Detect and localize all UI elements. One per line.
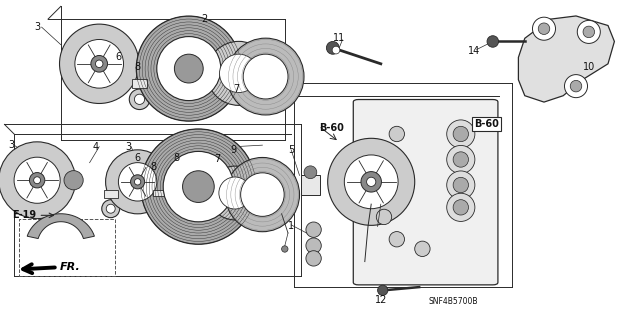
Ellipse shape <box>570 80 582 92</box>
Ellipse shape <box>95 60 103 68</box>
Text: 11: 11 <box>333 33 346 43</box>
Ellipse shape <box>136 16 241 121</box>
Ellipse shape <box>367 177 376 186</box>
Ellipse shape <box>243 54 288 99</box>
Bar <box>153 190 164 196</box>
Ellipse shape <box>220 54 258 93</box>
Polygon shape <box>27 214 95 239</box>
Ellipse shape <box>34 177 40 184</box>
Ellipse shape <box>332 46 340 54</box>
Ellipse shape <box>102 200 120 218</box>
Ellipse shape <box>91 56 108 72</box>
Text: B-60: B-60 <box>319 122 344 133</box>
Ellipse shape <box>415 241 430 256</box>
Text: 7: 7 <box>234 84 240 94</box>
Ellipse shape <box>376 209 392 225</box>
Text: 4: 4 <box>93 142 99 152</box>
Text: 2: 2 <box>202 14 208 24</box>
Ellipse shape <box>14 157 60 203</box>
Ellipse shape <box>453 126 468 142</box>
Bar <box>132 79 147 88</box>
Ellipse shape <box>389 126 404 142</box>
Text: 5: 5 <box>288 145 294 155</box>
Ellipse shape <box>208 166 262 220</box>
Ellipse shape <box>389 232 404 247</box>
Ellipse shape <box>106 150 170 214</box>
Text: 8: 8 <box>150 162 157 173</box>
Ellipse shape <box>227 38 304 115</box>
Ellipse shape <box>219 177 251 209</box>
Ellipse shape <box>306 238 321 253</box>
Text: 14: 14 <box>467 46 480 56</box>
Polygon shape <box>518 16 614 102</box>
Ellipse shape <box>182 171 214 203</box>
Text: 10: 10 <box>582 62 595 72</box>
Text: FR.: FR. <box>60 262 80 272</box>
Ellipse shape <box>75 40 124 88</box>
Ellipse shape <box>157 37 221 100</box>
Ellipse shape <box>131 175 145 189</box>
Ellipse shape <box>174 54 204 83</box>
Ellipse shape <box>129 89 150 109</box>
Ellipse shape <box>538 23 550 34</box>
Ellipse shape <box>577 20 600 43</box>
Ellipse shape <box>207 41 271 105</box>
Ellipse shape <box>447 193 475 221</box>
Text: SNF4B5700B: SNF4B5700B <box>429 297 478 306</box>
Ellipse shape <box>241 173 284 216</box>
Ellipse shape <box>583 26 595 38</box>
Ellipse shape <box>487 36 499 47</box>
Ellipse shape <box>564 75 588 98</box>
Text: 12: 12 <box>374 295 387 305</box>
Ellipse shape <box>344 155 398 209</box>
Ellipse shape <box>453 177 468 193</box>
Ellipse shape <box>282 246 288 252</box>
Text: 3: 3 <box>125 142 131 152</box>
Ellipse shape <box>163 152 234 222</box>
Text: 6: 6 <box>115 52 122 63</box>
Ellipse shape <box>134 94 145 104</box>
FancyBboxPatch shape <box>353 100 498 285</box>
Ellipse shape <box>447 145 475 174</box>
Ellipse shape <box>453 152 468 167</box>
Text: 3: 3 <box>8 140 14 150</box>
Ellipse shape <box>328 138 415 225</box>
Text: 3: 3 <box>34 22 40 32</box>
Ellipse shape <box>29 173 45 188</box>
Text: 8: 8 <box>134 62 141 72</box>
Ellipse shape <box>447 120 475 148</box>
Ellipse shape <box>532 17 556 40</box>
Ellipse shape <box>306 222 321 237</box>
Ellipse shape <box>447 171 475 199</box>
Bar <box>104 190 118 198</box>
Ellipse shape <box>106 204 115 213</box>
Text: 1: 1 <box>288 221 294 232</box>
Ellipse shape <box>326 41 339 54</box>
Text: 6: 6 <box>134 153 141 163</box>
Ellipse shape <box>60 24 139 103</box>
Text: E-19: E-19 <box>12 210 36 220</box>
Ellipse shape <box>141 129 256 244</box>
Ellipse shape <box>378 285 388 295</box>
Ellipse shape <box>225 158 300 232</box>
Ellipse shape <box>304 166 317 179</box>
Text: B-60: B-60 <box>474 119 499 130</box>
Bar <box>19 219 115 276</box>
Ellipse shape <box>118 163 157 201</box>
Text: 8: 8 <box>173 153 179 163</box>
Ellipse shape <box>306 251 321 266</box>
Ellipse shape <box>64 171 83 190</box>
Text: 9: 9 <box>230 145 237 155</box>
Ellipse shape <box>134 179 141 185</box>
Ellipse shape <box>453 200 468 215</box>
Text: 7: 7 <box>214 154 221 165</box>
Ellipse shape <box>361 172 381 192</box>
Bar <box>301 175 320 195</box>
Ellipse shape <box>0 142 76 219</box>
